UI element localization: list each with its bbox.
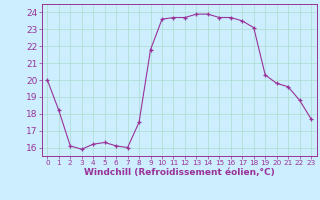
X-axis label: Windchill (Refroidissement éolien,°C): Windchill (Refroidissement éolien,°C) <box>84 168 275 177</box>
